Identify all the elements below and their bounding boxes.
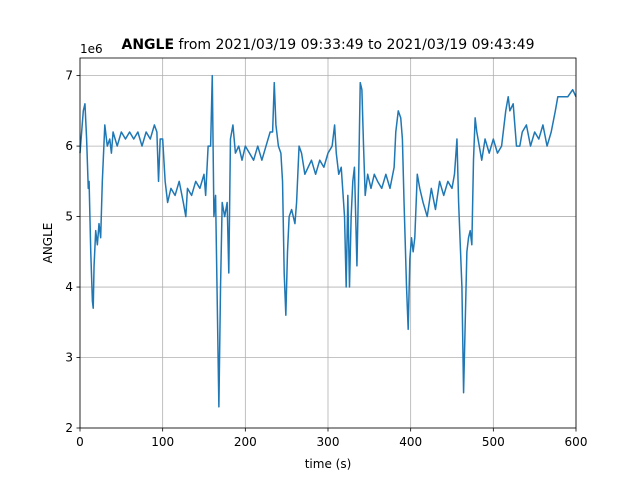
x-tick-label: 100 bbox=[151, 435, 174, 449]
y-tick-label: 2 bbox=[65, 421, 73, 435]
title-bold: ANGLE bbox=[121, 37, 174, 53]
x-tick-label: 500 bbox=[482, 435, 505, 449]
y-tick-label: 7 bbox=[65, 69, 73, 83]
y-tick-label: 3 bbox=[65, 351, 73, 365]
y-axis-label: ANGLE bbox=[41, 223, 55, 264]
axes-frame bbox=[79, 57, 577, 429]
x-axis-label: time (s) bbox=[305, 457, 352, 471]
x-tick-label: 600 bbox=[565, 435, 588, 449]
x-tick-label: 400 bbox=[399, 435, 422, 449]
title-rest: from 2021/03/19 09:33:49 to 2021/03/19 0… bbox=[174, 37, 534, 53]
x-tick-label: 0 bbox=[76, 435, 84, 449]
offset-text: 1e6 bbox=[80, 42, 103, 56]
y-tick-label: 5 bbox=[65, 210, 73, 224]
chart-title: ANGLE from 2021/03/19 09:33:49 to 2021/0… bbox=[121, 37, 534, 53]
y-tick-label: 4 bbox=[65, 280, 73, 294]
y-tick-label: 6 bbox=[65, 139, 73, 153]
data-line bbox=[79, 74, 577, 408]
x-tick-label: 200 bbox=[234, 435, 257, 449]
x-tick-label: 300 bbox=[317, 435, 340, 449]
